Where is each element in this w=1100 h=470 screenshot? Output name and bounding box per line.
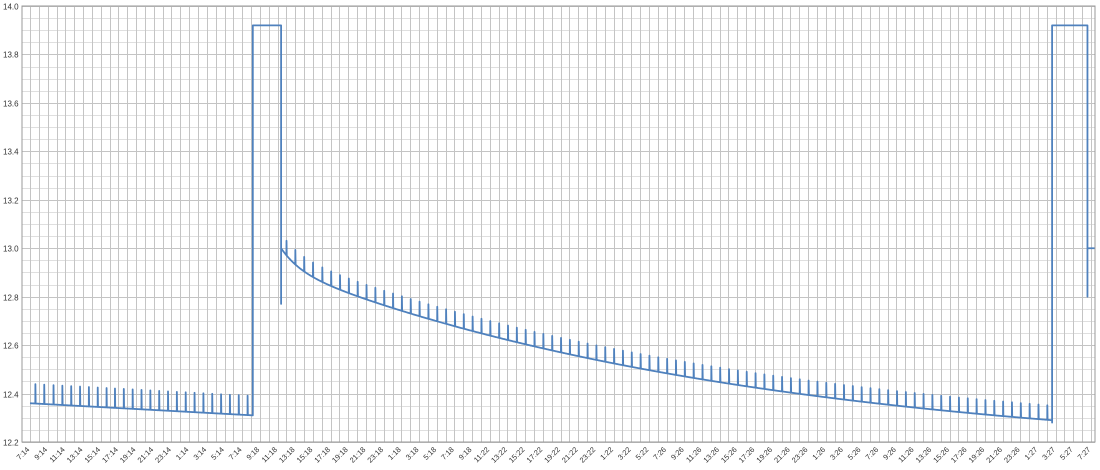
x-tick-label: 13:18 bbox=[277, 445, 297, 465]
x-tick-label: 23:26 bbox=[1002, 445, 1022, 465]
y-tick-label: 12.8 bbox=[3, 294, 19, 303]
x-tick-label: 23:18 bbox=[365, 445, 385, 465]
y-tick-label: 12.4 bbox=[3, 391, 19, 400]
x-tick-label: 7:14 bbox=[15, 445, 32, 462]
x-tick-label: 21:22 bbox=[560, 445, 580, 465]
y-tick-label: 13.6 bbox=[3, 100, 19, 109]
y-tick-label: 13.0 bbox=[3, 245, 19, 254]
x-tick-label: 21:26 bbox=[984, 445, 1004, 465]
x-tick-label: 11:22 bbox=[472, 445, 491, 464]
x-tick-label: 23:26 bbox=[790, 445, 810, 465]
y-tick-label: 13.4 bbox=[3, 148, 19, 157]
x-tick-label: 3:27 bbox=[1040, 445, 1057, 462]
x-tick-label: 5:14 bbox=[209, 445, 226, 462]
x-tick-label: 19:18 bbox=[330, 445, 350, 465]
x-tick-label: 15:26 bbox=[931, 445, 951, 465]
series-layer bbox=[29, 24, 1095, 424]
y-tick-label: 14.0 bbox=[3, 3, 19, 12]
x-tick-label: 17:14 bbox=[100, 445, 120, 465]
series-line bbox=[29, 24, 1095, 424]
x-tick-label: 13:26 bbox=[701, 445, 721, 465]
x-tick-label: 3:22 bbox=[616, 445, 633, 462]
y-tick-label: 12.2 bbox=[3, 439, 19, 448]
x-tick-label: 7:26 bbox=[651, 445, 668, 462]
x-tick-label: 7:14 bbox=[227, 445, 244, 462]
x-tick-label: 13:14 bbox=[65, 445, 85, 465]
x-tick-label: 13:26 bbox=[914, 445, 934, 465]
x-tick-label: 19:26 bbox=[754, 445, 774, 465]
x-tick-label: 5:22 bbox=[634, 445, 651, 462]
x-tick-label: 5:18 bbox=[421, 445, 438, 462]
x-tick-label: 3:18 bbox=[404, 445, 421, 462]
x-tick-label: 15:18 bbox=[295, 445, 315, 465]
x-tick-label: 15:22 bbox=[507, 445, 527, 465]
x-tick-label: 5:26 bbox=[846, 445, 863, 462]
x-tick-label: 3:14 bbox=[192, 445, 209, 462]
y-tick-label: 13.8 bbox=[3, 51, 19, 60]
x-tick-label: 15:14 bbox=[83, 445, 103, 465]
x-tick-label: 9:18 bbox=[245, 445, 262, 462]
plot-frame bbox=[21, 5, 1096, 443]
x-tick-label: 1:27 bbox=[1023, 445, 1040, 462]
x-tick-label: 21:18 bbox=[348, 445, 368, 465]
x-tick-label: 17:26 bbox=[737, 445, 757, 465]
x-axis-ticks: 7:14 9:1411:1413:1415:1417:1419:1421:1423… bbox=[15, 445, 1093, 465]
x-tick-label: 19:22 bbox=[542, 445, 562, 465]
x-tick-label: 23:22 bbox=[578, 445, 598, 465]
y-tick-label: 12.6 bbox=[3, 342, 19, 351]
x-tick-label: 11:18 bbox=[260, 445, 279, 464]
x-tick-label: 7:26 bbox=[864, 445, 881, 462]
x-tick-label: 3:26 bbox=[828, 445, 845, 462]
x-tick-label: 17:22 bbox=[525, 445, 545, 465]
x-tick-label: 11:26 bbox=[684, 445, 703, 464]
x-tick-label: 19:14 bbox=[118, 445, 138, 465]
gridlines bbox=[22, 6, 1095, 443]
x-tick-label: 9:18 bbox=[457, 445, 474, 462]
x-tick-label: 1:22 bbox=[598, 445, 615, 462]
x-tick-label: 1:18 bbox=[386, 445, 403, 462]
x-tick-label: 23:14 bbox=[153, 445, 173, 465]
x-tick-label: 7:18 bbox=[439, 445, 456, 462]
x-tick-label: 21:14 bbox=[136, 445, 156, 465]
x-tick-label: 19:26 bbox=[967, 445, 987, 465]
x-tick-label: 21:26 bbox=[772, 445, 792, 465]
x-tick-label: 9:26 bbox=[669, 445, 686, 462]
x-tick-label: 9:26 bbox=[881, 445, 898, 462]
x-tick-label: 11:26 bbox=[896, 445, 915, 464]
x-tick-label: 15:26 bbox=[719, 445, 739, 465]
x-tick-label: 13:22 bbox=[489, 445, 509, 465]
x-tick-label: 7:27 bbox=[1076, 445, 1093, 462]
x-tick-label: 5:27 bbox=[1058, 445, 1075, 462]
x-tick-label: 17:26 bbox=[949, 445, 969, 465]
x-tick-label: 1:14 bbox=[174, 445, 191, 462]
x-tick-label: 9:14 bbox=[32, 445, 49, 462]
y-axis-ticks: 12.2 12.4 12.6 12.8 13.0 13.2 13.4 13.6 13.8 14.0 bbox=[3, 3, 19, 448]
y-tick-label: 13.2 bbox=[3, 197, 19, 206]
x-tick-label: 1:26 bbox=[810, 445, 827, 462]
x-tick-label: 11:14 bbox=[48, 445, 67, 464]
x-tick-label: 17:18 bbox=[312, 445, 332, 465]
